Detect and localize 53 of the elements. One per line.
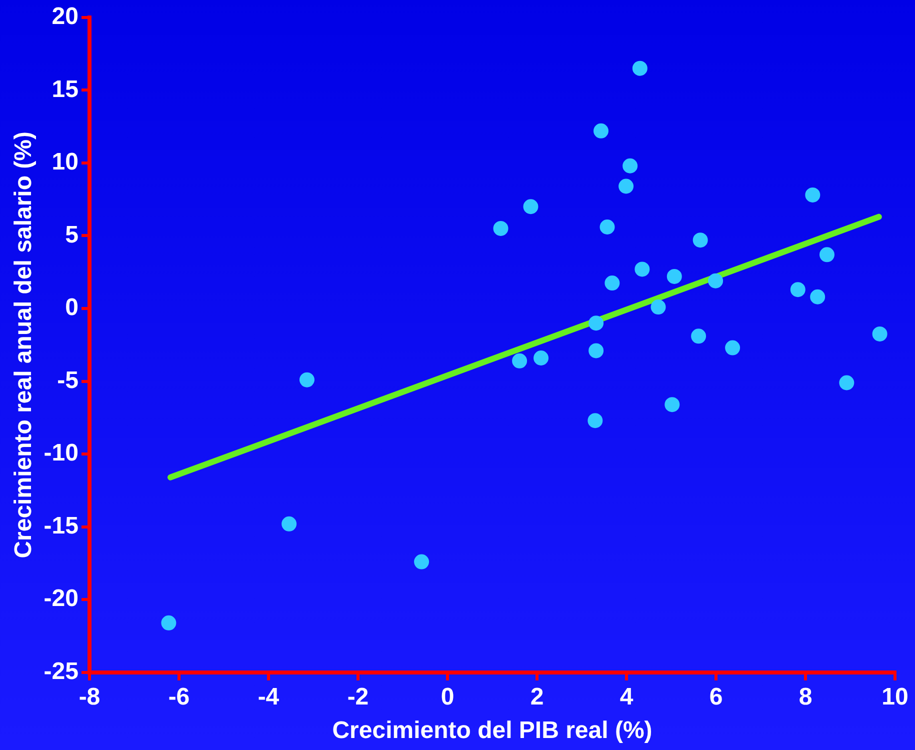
point bbox=[282, 516, 297, 532]
point bbox=[805, 187, 820, 202]
point bbox=[604, 276, 620, 291]
point bbox=[691, 328, 706, 344]
point bbox=[618, 178, 634, 194]
x-tick-label: 10 bbox=[882, 683, 908, 710]
point bbox=[708, 273, 724, 288]
point bbox=[634, 262, 650, 277]
point bbox=[810, 289, 826, 304]
point bbox=[664, 397, 680, 412]
point bbox=[523, 199, 538, 214]
y-tick-label: -5 bbox=[57, 366, 78, 394]
y-tick-label: 0 bbox=[65, 294, 78, 322]
y-tick-label: 5 bbox=[65, 221, 78, 248]
point bbox=[493, 220, 508, 236]
point bbox=[600, 220, 615, 234]
point bbox=[790, 282, 806, 298]
point bbox=[512, 353, 528, 368]
y-tick-label: -20 bbox=[44, 585, 78, 612]
y-tick-label: -25 bbox=[44, 658, 78, 686]
x-tick-label: 6 bbox=[709, 683, 723, 710]
x-tick-label: 4 bbox=[620, 683, 634, 710]
y-tick-label: -15 bbox=[44, 512, 78, 540]
point bbox=[588, 316, 604, 331]
x-tick-label: 2 bbox=[530, 683, 544, 710]
point bbox=[414, 554, 430, 570]
y-tick-label: 20 bbox=[52, 3, 78, 30]
point bbox=[872, 326, 888, 342]
point bbox=[622, 158, 638, 174]
point bbox=[839, 375, 854, 390]
point bbox=[593, 123, 608, 138]
point bbox=[588, 413, 603, 428]
point bbox=[299, 372, 314, 388]
x-tick-label: -2 bbox=[347, 683, 369, 710]
point bbox=[692, 232, 708, 248]
x-axis-title: Crecimiento del PIB real (%) bbox=[332, 717, 652, 744]
point bbox=[819, 247, 834, 262]
x-tick-label: -6 bbox=[168, 683, 190, 710]
y-tick-label: 15 bbox=[52, 76, 78, 103]
point bbox=[161, 615, 176, 630]
point bbox=[650, 300, 666, 315]
x-tick-label: 0 bbox=[440, 683, 454, 710]
x-tick-label: 8 bbox=[798, 683, 812, 710]
point bbox=[534, 350, 549, 366]
y-tick-label: -10 bbox=[44, 440, 78, 467]
y-tick-label: 10 bbox=[52, 148, 78, 176]
x-tick-label: -8 bbox=[78, 683, 100, 710]
point bbox=[725, 340, 740, 356]
x-tick-label: -4 bbox=[258, 683, 280, 710]
point bbox=[632, 60, 648, 76]
point bbox=[666, 268, 682, 284]
y-axis-title: Crecimiento real anual del salario (%) bbox=[10, 131, 38, 558]
point bbox=[588, 343, 604, 358]
